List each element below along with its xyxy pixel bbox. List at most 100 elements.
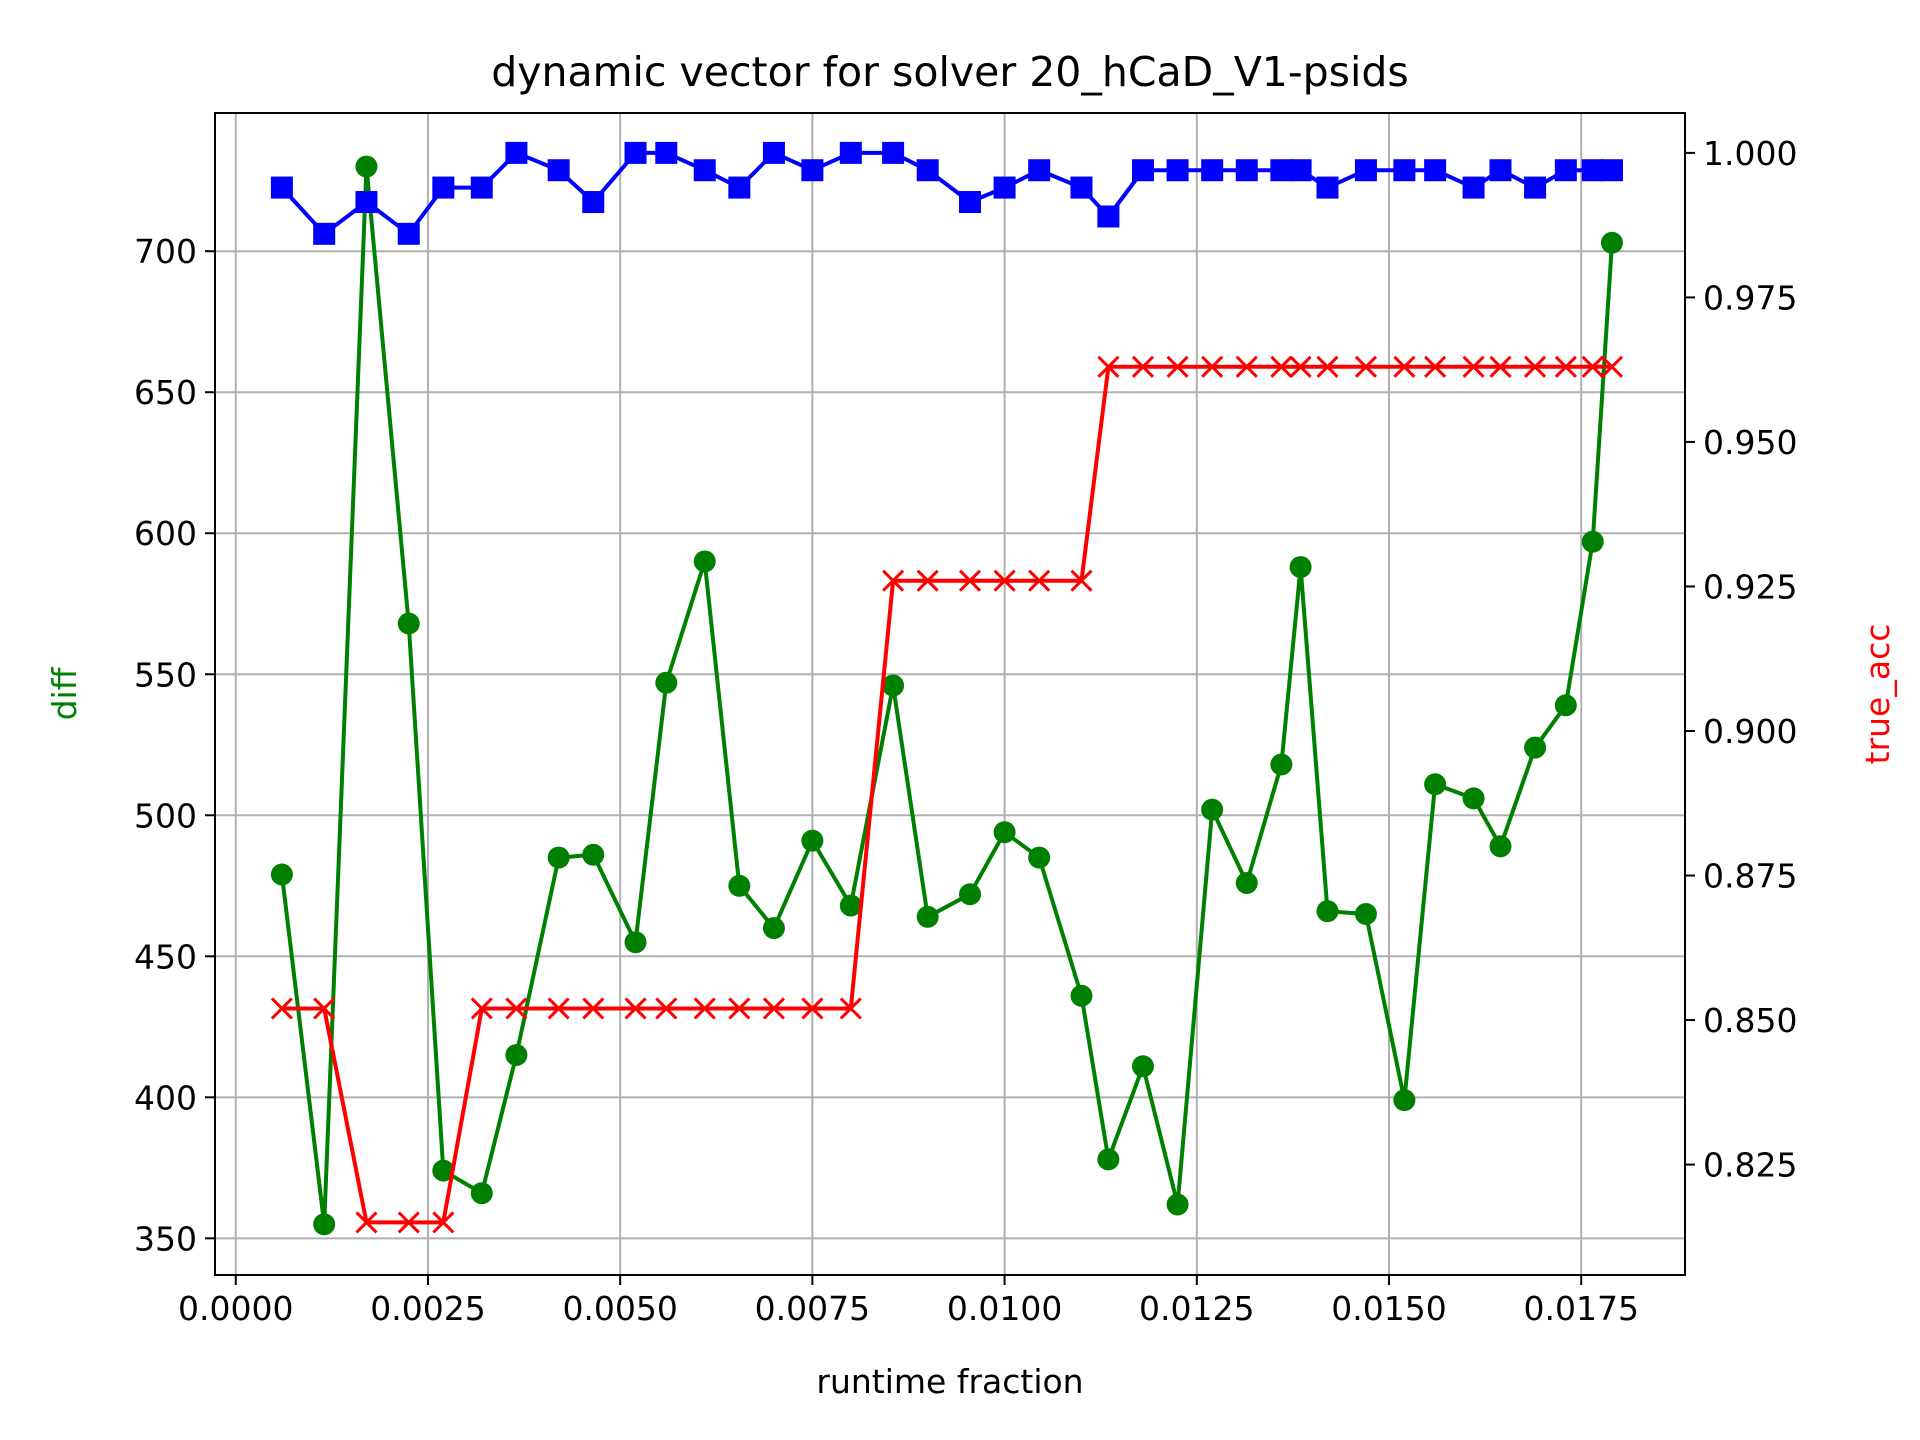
true_acc-point <box>693 997 716 1020</box>
y-right-axis-title: true_acc <box>1858 624 1897 765</box>
y-right-tick-label: 1.000 <box>1703 134 1797 173</box>
diff-point <box>397 612 420 635</box>
diff-point <box>1070 984 1093 1007</box>
diff-point <box>728 874 751 897</box>
y-left-tick-label: 500 <box>134 796 197 835</box>
blue_series-point <box>1289 159 1312 182</box>
y-left-tick-label: 450 <box>134 937 197 976</box>
blue_series-point <box>582 191 605 214</box>
diff-point <box>1131 1055 1154 1078</box>
true_acc-point <box>762 997 785 1020</box>
blue_series-point <box>1393 159 1416 182</box>
true_acc-point <box>1201 355 1224 378</box>
diff-point <box>1581 530 1604 553</box>
true_acc-point <box>355 1211 378 1234</box>
true_acc-point <box>839 997 862 1020</box>
x-tick-label: 0.0100 <box>947 1289 1062 1328</box>
true_acc-point <box>993 569 1016 592</box>
true_acc-point <box>1235 355 1258 378</box>
true_acc-point <box>1270 355 1293 378</box>
blue_series-point <box>993 176 1016 199</box>
diff-point <box>958 883 981 906</box>
true_acc-point <box>655 997 678 1020</box>
diff-point <box>1393 1089 1416 1112</box>
diff-point <box>916 905 939 928</box>
blue_series-point <box>1462 176 1485 199</box>
blue_series-point <box>762 141 785 164</box>
true_acc-point <box>1028 569 1051 592</box>
diff-point <box>313 1213 336 1236</box>
y-left-axis-title: diff <box>45 666 84 720</box>
true_acc-point <box>1070 569 1093 592</box>
y-right-tick-label: 0.850 <box>1703 1001 1797 1040</box>
x-tick-label: 0.0175 <box>1523 1289 1638 1328</box>
x-tick-label: 0.0050 <box>562 1289 677 1328</box>
true_acc-point <box>582 997 605 1020</box>
grid <box>215 113 1685 1275</box>
true_acc-point <box>1166 355 1189 378</box>
chart-title: dynamic vector for solver 20_hCaD_V1-psi… <box>491 48 1409 96</box>
true_acc-point <box>1581 355 1604 378</box>
blue_series-point <box>624 141 647 164</box>
blue_series-point <box>1600 159 1623 182</box>
diff-point <box>1270 753 1293 776</box>
y-left-tick-label: 600 <box>134 514 197 553</box>
diff-point <box>1554 694 1577 717</box>
y-left-tick-label: 650 <box>134 373 197 412</box>
blue_series-point <box>1354 159 1377 182</box>
blue_series-point <box>470 176 493 199</box>
diff-point <box>582 843 605 866</box>
blue_series-point <box>1489 159 1512 182</box>
true_acc-point <box>1424 355 1447 378</box>
x-axis-title: runtime fraction <box>816 1362 1083 1401</box>
blue_series-point <box>839 141 862 164</box>
diff-point <box>1201 798 1224 821</box>
true_acc-point <box>432 1211 455 1234</box>
true_acc-point <box>882 569 905 592</box>
true_acc-point <box>916 569 939 592</box>
diff-point <box>1600 231 1623 254</box>
true_acc-point <box>801 997 824 1020</box>
true_acc-point <box>397 1211 420 1234</box>
diff-point <box>655 671 678 694</box>
y-right-tick-label: 0.950 <box>1703 423 1797 462</box>
blue_series-point <box>1131 159 1154 182</box>
diff-point <box>882 674 905 697</box>
blue_series-point <box>1424 159 1447 182</box>
blue_series-point <box>1097 205 1120 228</box>
true_acc-point <box>1524 355 1547 378</box>
y-right-tick-label: 0.875 <box>1703 857 1797 896</box>
blue_series-point <box>958 191 981 214</box>
blue_series-point <box>655 141 678 164</box>
true_acc-point <box>728 997 751 1020</box>
plot-frame <box>214 112 1686 1276</box>
diff-point <box>470 1182 493 1205</box>
diff-point <box>270 863 293 886</box>
true_acc-point <box>1097 355 1120 378</box>
blue_series-point <box>1554 159 1577 182</box>
diff-point <box>1489 835 1512 858</box>
true_acc-point <box>470 997 493 1020</box>
blue_series-point <box>313 222 336 245</box>
y-right-tick-label: 0.925 <box>1703 567 1797 606</box>
blue_series-point <box>1201 159 1224 182</box>
true_acc-point <box>1354 355 1378 378</box>
diff-point <box>801 829 824 852</box>
blue_series-point <box>270 176 293 199</box>
diff-point <box>432 1159 455 1182</box>
blue_series-point <box>916 159 939 182</box>
true_acc-point <box>313 997 336 1020</box>
diff-point <box>1354 902 1377 925</box>
blue_series-point <box>397 222 420 245</box>
y-left-tick-label: 700 <box>134 232 197 271</box>
diff-point <box>1235 871 1258 894</box>
true_acc-point <box>1600 355 1624 378</box>
true_acc-point <box>1489 355 1512 378</box>
diff-point <box>1028 846 1051 869</box>
x-tick-label: 0.0150 <box>1331 1289 1446 1328</box>
true_acc-point <box>1393 355 1416 378</box>
blue_series-point <box>1028 159 1051 182</box>
diff-point <box>1097 1148 1120 1171</box>
blue_series-point <box>728 176 751 199</box>
diff-point <box>839 894 862 917</box>
